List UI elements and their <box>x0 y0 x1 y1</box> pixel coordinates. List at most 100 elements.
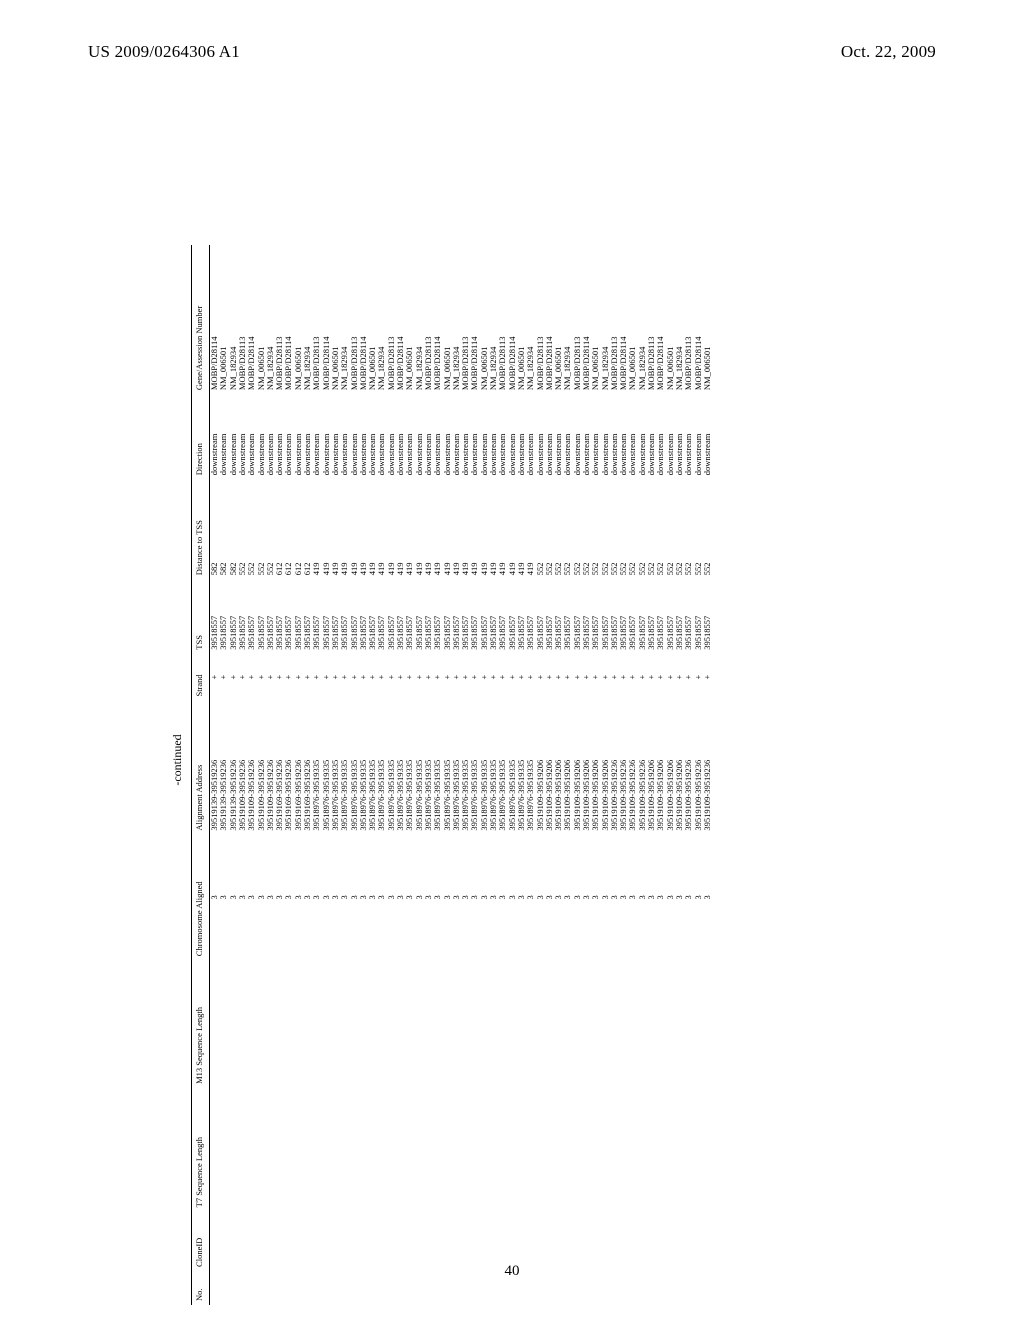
col-align: Alignment Address <box>192 701 210 835</box>
cell <box>424 1211 433 1271</box>
cell: 39519109-39519206 <box>591 701 600 835</box>
cell <box>377 1088 386 1211</box>
cell <box>312 960 321 1088</box>
cell <box>414 1211 423 1271</box>
cell <box>517 1211 526 1271</box>
cell: + <box>247 654 256 701</box>
cell <box>387 1088 396 1211</box>
cell <box>582 1211 591 1271</box>
cell <box>619 1211 628 1271</box>
cell <box>359 1211 368 1271</box>
cell <box>628 1211 637 1271</box>
cell: downstream <box>684 394 693 479</box>
cell: + <box>684 654 693 701</box>
cell <box>256 960 265 1088</box>
cell <box>433 1211 442 1271</box>
cell: 39518557 <box>591 579 600 653</box>
cell: 3 <box>247 835 256 961</box>
cell <box>693 1088 702 1211</box>
pub-date: Oct. 22, 2009 <box>841 42 936 62</box>
cell <box>656 960 665 1088</box>
cell <box>396 960 405 1088</box>
cell: NM_006501 <box>591 245 600 394</box>
cell <box>442 1088 451 1211</box>
cell <box>684 1211 693 1271</box>
cell <box>480 1211 489 1271</box>
cell: 3 <box>684 835 693 961</box>
cell: 39518557 <box>526 579 535 653</box>
cell <box>405 960 414 1088</box>
cell: MOBP/D28114 <box>433 245 442 394</box>
cell <box>665 1211 674 1271</box>
cell <box>591 1088 600 1211</box>
cell: 3 <box>433 835 442 961</box>
cell <box>284 1088 293 1211</box>
cell: 39518557 <box>247 579 256 653</box>
data-table: No. CloneID T7 Sequence Length M13 Seque… <box>191 245 712 1305</box>
cell <box>312 1211 321 1271</box>
rotated-table-area: -continued No. CloneID T7 Sequence Lengt… <box>0 130 1024 1220</box>
cell <box>507 1211 516 1271</box>
cell <box>303 1211 312 1271</box>
cell: 552 <box>591 479 600 579</box>
cell: 39519109-39519236 <box>247 701 256 835</box>
cell <box>331 960 340 1088</box>
cell <box>693 1211 702 1271</box>
cell <box>619 1088 628 1211</box>
cell <box>461 1088 470 1211</box>
pub-number: US 2009/0264306 A1 <box>88 42 240 62</box>
cell <box>368 960 377 1088</box>
cell <box>247 1211 256 1271</box>
cell <box>638 960 647 1088</box>
cell <box>377 960 386 1088</box>
cell <box>610 1211 619 1271</box>
cell <box>517 1088 526 1211</box>
cell <box>442 1211 451 1271</box>
cell <box>582 960 591 1088</box>
cell <box>545 1088 554 1211</box>
cell: 419 <box>433 479 442 579</box>
cell <box>238 960 247 1088</box>
page-number: 40 <box>0 1263 1024 1280</box>
cell <box>610 960 619 1088</box>
cell <box>368 1088 377 1211</box>
col-strand: Strand <box>192 654 210 701</box>
cell <box>693 960 702 1088</box>
cell: 3 <box>703 835 712 961</box>
cell <box>266 1088 275 1211</box>
cell <box>256 1211 265 1271</box>
table-row: 339519109-39519236+39518557552downstream… <box>684 245 693 1305</box>
cell <box>405 1088 414 1211</box>
cell <box>563 960 572 1088</box>
cell <box>526 1088 535 1211</box>
cell <box>489 960 498 1088</box>
cell <box>647 1088 656 1211</box>
cell <box>628 960 637 1088</box>
cell: + <box>526 654 535 701</box>
cell: + <box>591 654 600 701</box>
cell <box>563 1211 572 1271</box>
cell: downstream <box>526 394 535 479</box>
cell <box>219 1088 228 1211</box>
cell: MOBP/D28114 <box>247 245 256 394</box>
cell <box>340 1088 349 1211</box>
cell <box>331 1211 340 1271</box>
cell: downstream <box>433 394 442 479</box>
cell: 39519109-39519236 <box>684 701 693 835</box>
cell <box>461 960 470 1088</box>
cell <box>303 1088 312 1211</box>
cell <box>275 960 284 1088</box>
cell: downstream <box>247 394 256 479</box>
cell <box>219 960 228 1088</box>
cell <box>275 1088 284 1211</box>
cell <box>229 960 238 1088</box>
cell <box>266 960 275 1088</box>
cell <box>209 1211 219 1271</box>
cell <box>573 1211 582 1271</box>
cell: 3 <box>340 835 349 961</box>
cell: downstream <box>591 394 600 479</box>
cell <box>266 1211 275 1271</box>
table-row: 339518976-39519335+39518557419downstream… <box>433 245 442 1305</box>
cell <box>424 960 433 1088</box>
cell <box>349 960 358 1088</box>
